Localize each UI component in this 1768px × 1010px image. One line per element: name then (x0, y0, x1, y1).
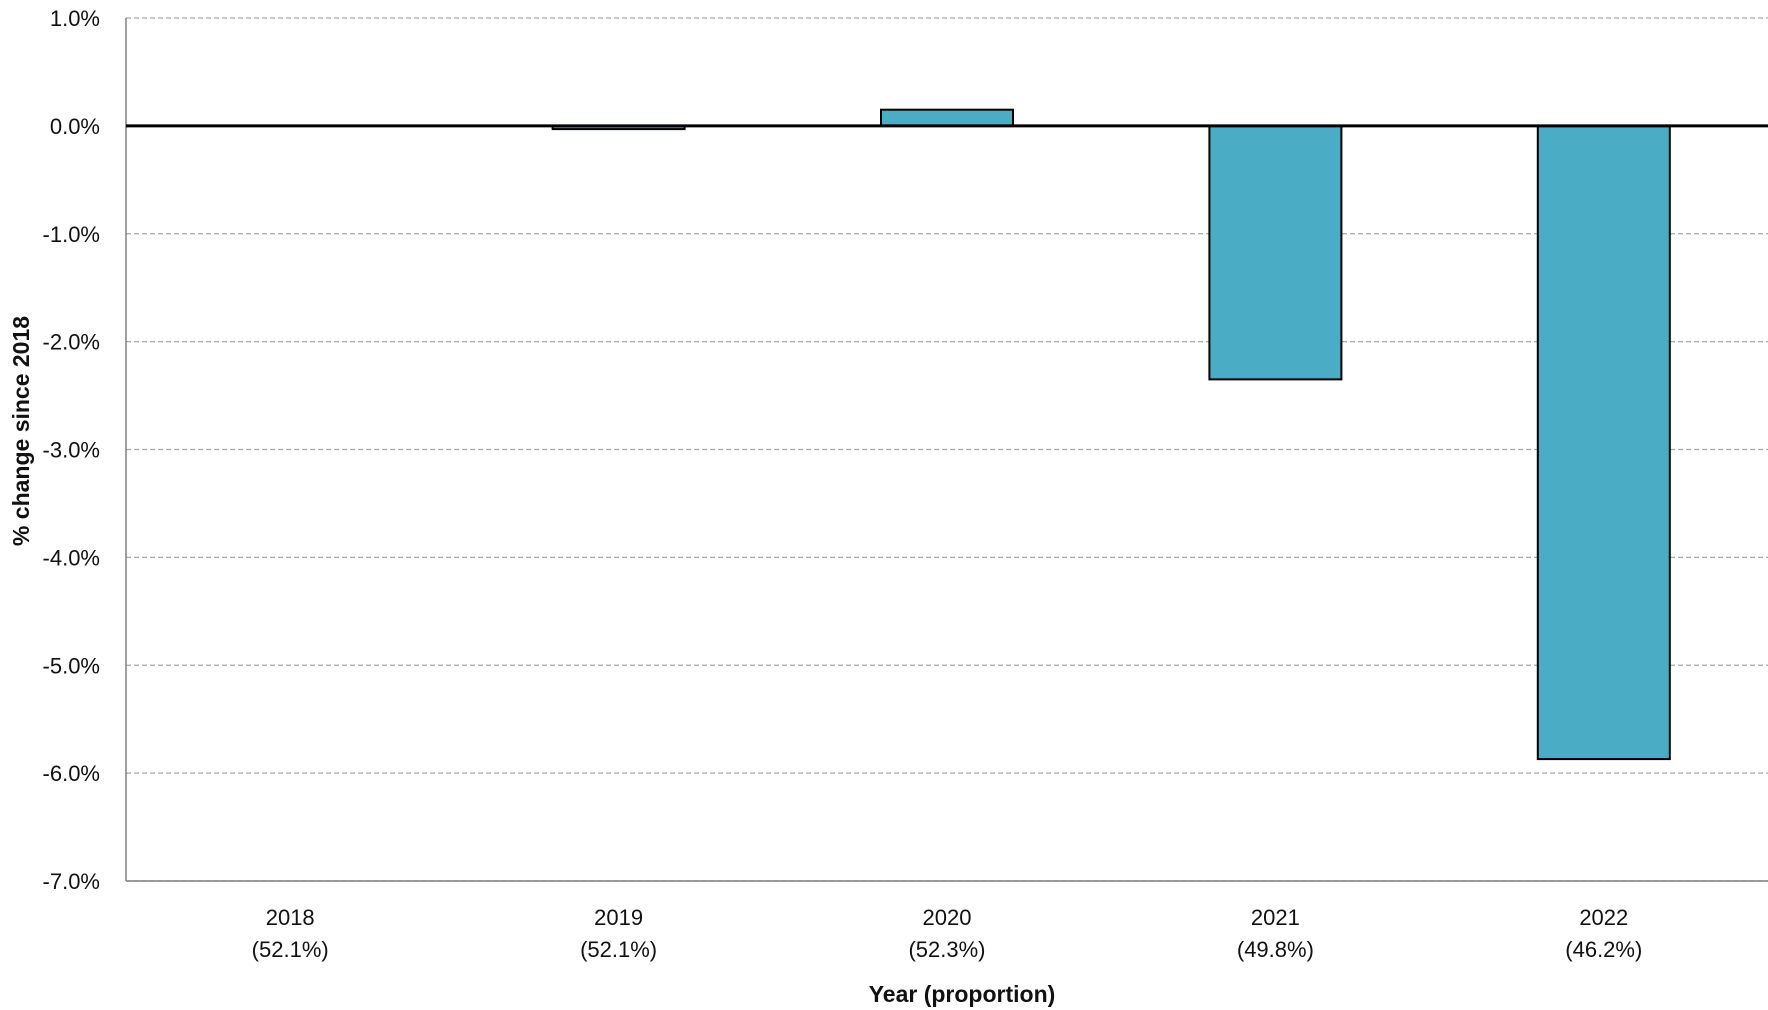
x-category-sublabel: (49.8%) (1237, 937, 1314, 962)
x-category-sublabel: (52.1%) (252, 937, 329, 962)
bar-2022 (1536, 124, 1671, 761)
x-category-sublabel: (46.2%) (1565, 937, 1642, 962)
y-tick-label: 1.0% (50, 6, 100, 31)
x-category-label: 2021 (1251, 905, 1300, 930)
y-tick-label: -4.0% (43, 545, 100, 570)
y-tick-labels: 1.0% 0.0% -1.0% -2.0% -3.0% -4.0% -5.0% -6.0% -7… (43, 6, 100, 894)
x-category-label: 2022 (1579, 905, 1628, 930)
y-tick-label: -5.0% (43, 653, 100, 678)
bars (551, 108, 1671, 761)
axes (125, 18, 1768, 882)
x-category-sublabel: (52.1%) (580, 937, 657, 962)
x-category-sublabel: (52.3%) (908, 937, 985, 962)
x-category-label: 2018 (266, 905, 315, 930)
x-category-label: 2019 (594, 905, 643, 930)
x-axis-title: Year (proportion) (869, 981, 1056, 1007)
bar-2021 (1208, 124, 1343, 381)
gridlines (126, 17, 1768, 882)
x-category-labels: 2018 (52.1%) 2019 (52.1%) 2020 (52.3%) 2021 (49… (252, 905, 1643, 962)
y-tick-label: -2.0% (43, 330, 100, 355)
bar-2020 (880, 108, 1014, 127)
y-tick-label: -6.0% (43, 761, 100, 786)
y-tick-label: -1.0% (43, 222, 100, 247)
y-tick-label: -3.0% (43, 438, 100, 463)
y-axis-title: % change since 2018 (8, 316, 34, 546)
y-tick-label: -7.0% (43, 869, 100, 894)
y-tick-label: 0.0% (50, 114, 100, 139)
x-category-label: 2020 (923, 905, 972, 930)
